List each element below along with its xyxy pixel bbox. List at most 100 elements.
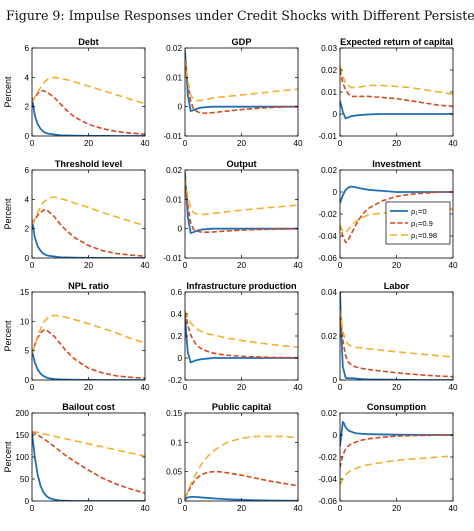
ytick-label-output: 0.02 bbox=[166, 166, 182, 175]
xtick-label-threshold-level: 40 bbox=[140, 261, 150, 270]
xtick-label-labor: 40 bbox=[448, 383, 458, 392]
ytick-label-threshold-level: 6 bbox=[24, 166, 29, 175]
ytick-label-investment: 0 bbox=[332, 188, 337, 197]
ytick-label-npl-ratio: 0 bbox=[24, 376, 29, 385]
xtick-label-gdp: 20 bbox=[237, 139, 247, 148]
ytick-label-labor: 0.04 bbox=[321, 288, 337, 297]
series-line-debt-0 bbox=[32, 97, 145, 136]
panel-debt: 0 2 4 6 0 20 40 Debt Percent bbox=[3, 37, 150, 148]
series-line-threshold-level-1 bbox=[32, 208, 145, 258]
series-group-debt bbox=[32, 76, 145, 136]
xtick-label-threshold-level: 20 bbox=[84, 261, 94, 270]
ylabel-npl-ratio: Percent bbox=[3, 320, 13, 352]
ytick-label-infrastructure-production: 0.4 bbox=[171, 310, 183, 319]
ytick-label-consumption: -0.06 bbox=[318, 497, 337, 506]
ytick-label-gdp: 0.01 bbox=[166, 73, 182, 82]
xtick-label-debt: 40 bbox=[140, 139, 150, 148]
ytick-label-bailout-cost: 50 bbox=[20, 475, 30, 484]
ytick-label-expected-return-of-capital: 0.03 bbox=[321, 44, 337, 53]
axes-box-debt bbox=[31, 47, 146, 137]
series-line-expected-return-of-capital-0 bbox=[340, 100, 453, 120]
ytick-label-consumption: -0.02 bbox=[318, 453, 337, 462]
series-line-output-0 bbox=[185, 172, 298, 234]
xtick-label-infrastructure-production: 20 bbox=[237, 383, 247, 392]
axes-box-infrastructure-production bbox=[184, 291, 299, 381]
axes-box-public-capital bbox=[184, 412, 299, 502]
xtick-label-debt: 20 bbox=[84, 139, 94, 148]
series-line-npl-ratio-2 bbox=[32, 314, 145, 354]
series-line-npl-ratio-0 bbox=[32, 350, 145, 380]
xtick-label-expected-return-of-capital: 40 bbox=[448, 139, 458, 148]
series-group-public-capital bbox=[185, 435, 298, 501]
series-group-threshold-level bbox=[32, 196, 145, 258]
series-group-npl-ratio bbox=[32, 314, 145, 380]
panel-title-bailout-cost: Bailout cost bbox=[62, 402, 115, 412]
xtick-label-expected-return-of-capital: 20 bbox=[392, 139, 402, 148]
panel-title-gdp: GDP bbox=[232, 37, 252, 47]
ytick-label-threshold-level: 2 bbox=[24, 225, 29, 234]
ytick-label-expected-return-of-capital: 0.02 bbox=[321, 66, 337, 75]
ytick-label-investment: 0.02 bbox=[321, 166, 337, 175]
panel-title-consumption: Consumption bbox=[367, 402, 427, 412]
panel-title-threshold-level: Threshold level bbox=[55, 159, 122, 169]
xtick-label-threshold-level: 0 bbox=[30, 261, 35, 270]
xtick-label-investment: 20 bbox=[392, 261, 402, 270]
series-line-infrastructure-production-2 bbox=[185, 310, 298, 348]
series-line-public-capital-1 bbox=[185, 470, 298, 499]
ytick-label-gdp: -0.01 bbox=[163, 132, 182, 141]
panel-bailout-cost: 0 50 100 150 200 0 20 40 Bailout cost Percent bbox=[3, 402, 150, 513]
xtick-label-bailout-cost: 40 bbox=[140, 504, 150, 513]
ytick-label-threshold-level: 0 bbox=[24, 254, 29, 263]
series-line-consumption-1 bbox=[340, 434, 453, 469]
panel-title-infrastructure-production: Infrastructure production bbox=[186, 281, 297, 291]
ytick-label-investment: -0.02 bbox=[318, 210, 337, 219]
series-line-npl-ratio-1 bbox=[32, 329, 145, 380]
series-line-labor-2 bbox=[340, 309, 453, 358]
panel-title-labor: Labor bbox=[384, 281, 410, 291]
ytick-label-npl-ratio: 10 bbox=[20, 317, 30, 326]
xtick-label-npl-ratio: 40 bbox=[140, 383, 150, 392]
series-line-gdp-1 bbox=[185, 59, 298, 114]
axes-box-bailout-cost bbox=[31, 412, 146, 502]
xtick-label-output: 20 bbox=[237, 261, 247, 270]
ytick-label-threshold-level: 4 bbox=[24, 195, 29, 204]
series-group-bailout-cost bbox=[32, 430, 145, 501]
ytick-label-npl-ratio: 15 bbox=[20, 288, 30, 297]
ylabel-bailout-cost: Percent bbox=[3, 441, 13, 473]
xtick-label-gdp: 40 bbox=[293, 139, 303, 148]
legend-box bbox=[385, 201, 451, 245]
panel-threshold-level: 0 2 4 6 0 20 40 Threshold level Percent bbox=[3, 159, 150, 270]
xtick-label-output: 0 bbox=[183, 261, 188, 270]
ytick-label-debt: 4 bbox=[24, 73, 29, 82]
xtick-label-npl-ratio: 20 bbox=[84, 383, 94, 392]
xtick-label-public-capital: 0 bbox=[183, 504, 188, 513]
xtick-label-investment: 40 bbox=[448, 261, 458, 270]
series-line-debt-2 bbox=[32, 76, 145, 105]
xtick-label-consumption: 40 bbox=[448, 504, 458, 513]
ytick-label-public-capital: 0 bbox=[177, 497, 182, 506]
series-group-gdp bbox=[185, 50, 298, 114]
ylabel-threshold-level: Percent bbox=[3, 198, 13, 230]
ytick-label-debt: 6 bbox=[24, 44, 29, 53]
ytick-label-consumption: 0 bbox=[332, 431, 337, 440]
ytick-label-bailout-cost: 100 bbox=[15, 453, 29, 462]
series-group-infrastructure-production bbox=[185, 310, 298, 364]
series-line-output-1 bbox=[185, 181, 298, 233]
xtick-label-labor: 0 bbox=[338, 383, 343, 392]
xtick-label-public-capital: 20 bbox=[237, 504, 247, 513]
legend-label-2: ρ₁=0.98 bbox=[411, 231, 437, 240]
panel-npl-ratio: 0 5 10 15 0 20 40 NPL ratio Percent bbox=[3, 281, 150, 392]
series-line-expected-return-of-capital-2 bbox=[340, 65, 453, 95]
series-line-threshold-level-0 bbox=[32, 219, 145, 258]
ytick-label-investment: -0.06 bbox=[318, 254, 337, 263]
series-line-labor-1 bbox=[340, 309, 453, 378]
figure-title: Figure 9: Impulse Responses under Credit… bbox=[6, 8, 474, 23]
ytick-label-infrastructure-production: 0 bbox=[177, 354, 182, 363]
panel-title-public-capital: Public capital bbox=[212, 402, 271, 412]
ytick-label-bailout-cost: 0 bbox=[24, 497, 29, 506]
series-line-investment-1 bbox=[340, 191, 453, 244]
series-group-consumption bbox=[340, 420, 453, 485]
series-line-bailout-cost-1 bbox=[32, 430, 145, 494]
